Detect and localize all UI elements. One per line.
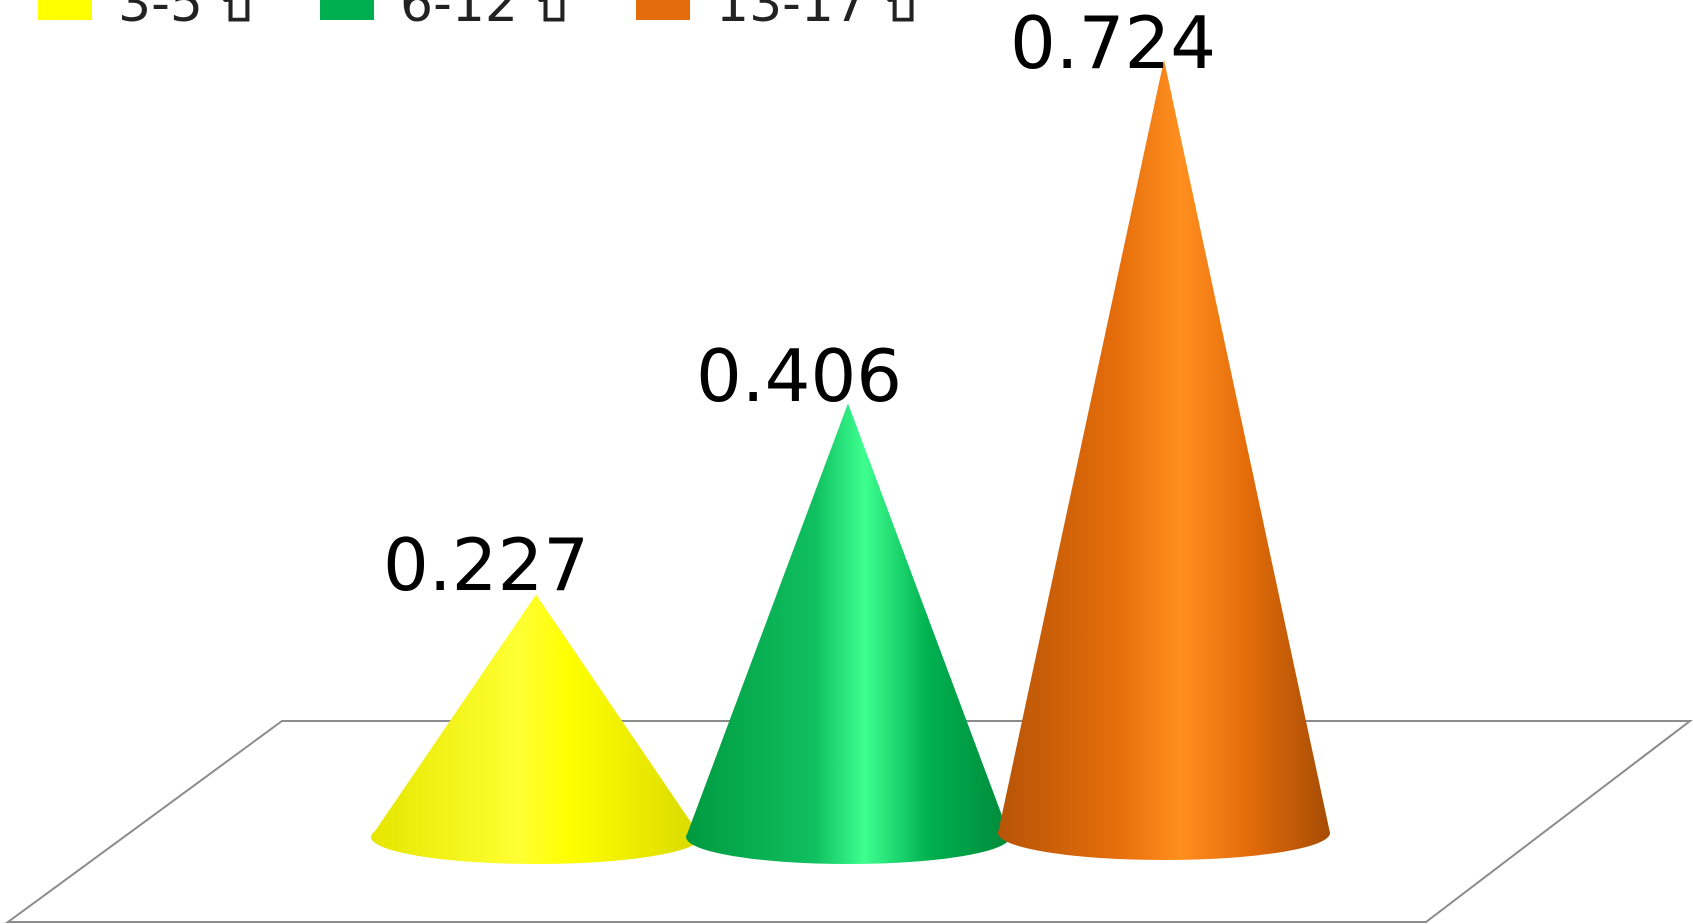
legend-label-13-17: 13-17 ปี xyxy=(716,0,917,34)
cone-13-17 xyxy=(998,59,1330,860)
cone-body-3-5 xyxy=(371,594,701,837)
data-label-6-12: 0.406 xyxy=(696,334,902,418)
cones xyxy=(371,59,1330,864)
data-labels: 0.227 0.406 0.724 xyxy=(383,1,1216,607)
data-label-3-5: 0.227 xyxy=(383,523,589,607)
legend-swatch-6-12 xyxy=(320,0,374,20)
cone-body-6-12 xyxy=(686,403,1010,837)
cone-3-5 xyxy=(371,594,701,864)
data-label-13-17: 0.724 xyxy=(1010,1,1216,85)
cone-6-12 xyxy=(686,403,1010,864)
legend-swatch-3-5 xyxy=(38,0,92,20)
legend-swatch-13-17 xyxy=(636,0,690,20)
legend-label-3-5: 3-5 ปี xyxy=(118,0,253,34)
legend-label-6-12: 6-12 ปี xyxy=(400,0,568,34)
cone-body-13-17 xyxy=(998,59,1330,833)
